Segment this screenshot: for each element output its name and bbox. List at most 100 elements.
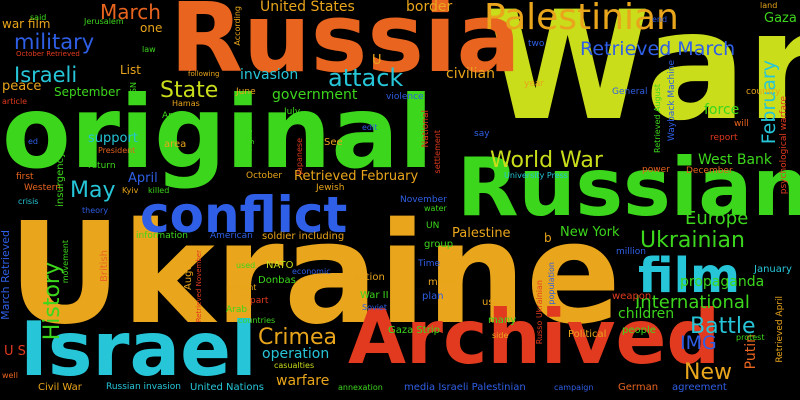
word-141: U [372, 53, 382, 68]
word-122: Soviet [362, 303, 387, 312]
word-111: year [524, 79, 545, 89]
word-49: one [140, 21, 163, 35]
word-88: Army [162, 111, 186, 121]
word-69: German [618, 382, 659, 393]
word-98: November [400, 195, 447, 205]
word-128: side [492, 331, 509, 340]
word-48: war film [2, 17, 51, 31]
word-12: Ukrainian [640, 228, 745, 253]
word-37: children [618, 306, 675, 322]
word-142: NSN [129, 82, 138, 100]
word-58: War II [360, 290, 389, 301]
word-90: following [188, 70, 220, 78]
word-137: Japanese [295, 138, 304, 175]
word-17: March [100, 0, 161, 24]
word-109: violence [386, 92, 424, 102]
word-64: weapon [612, 291, 652, 302]
word-115: Jerusalem [84, 17, 124, 26]
word-87: area [164, 139, 187, 150]
word-60: made [428, 277, 457, 288]
word-6: Israel [20, 305, 257, 393]
word-96: group [424, 239, 454, 250]
word-65: Political [568, 329, 607, 340]
word-63: many [488, 315, 517, 326]
word-16: Israeli [14, 63, 78, 87]
word-66: people [622, 325, 656, 336]
word-13: State [160, 78, 219, 103]
word-117: law [142, 45, 156, 54]
word-144: Retrieved August [653, 84, 662, 153]
word-140: According [233, 6, 242, 46]
word-85: return [88, 161, 116, 171]
word-82: first [16, 172, 34, 182]
word-103: country [746, 87, 781, 97]
word-83: crisis [18, 197, 39, 206]
word-22: New [684, 360, 732, 385]
word-30: civilian [446, 66, 495, 82]
word-39: warfare [276, 373, 330, 389]
word-70: agreement [672, 382, 727, 393]
word-119: ed [28, 137, 38, 146]
word-20: Battle [690, 314, 756, 339]
word-47: List [120, 63, 141, 77]
word-131: insurgency [55, 152, 66, 207]
word-68: January [754, 264, 792, 275]
word-54: Gaza Strip [388, 325, 440, 336]
word-91: June [236, 87, 256, 97]
word-31: invasion [240, 67, 299, 83]
word-55: media Israeli Palestinian [404, 382, 526, 393]
word-28: United States [260, 0, 355, 15]
word-129: well [2, 371, 18, 380]
word-75: information [136, 231, 188, 241]
word-9: film [638, 248, 741, 304]
word-26: February [758, 60, 780, 145]
word-3: original [2, 74, 434, 191]
word-56: Donbas [258, 275, 296, 286]
word-35: force [704, 102, 740, 118]
word-80: Kyiv [122, 186, 139, 195]
word-84: theory [82, 206, 109, 215]
word-135: Retrieved November [195, 250, 203, 323]
word-116: October Retrieved [16, 50, 80, 58]
word-38: operation [262, 346, 330, 362]
word-123: Arab [226, 305, 248, 315]
word-36: propaganda [680, 274, 765, 290]
word-139: settlement [433, 130, 442, 174]
word-118: article [2, 97, 28, 106]
word-106: will [734, 119, 749, 129]
word-94: University Press [504, 171, 568, 180]
word-40: New York [560, 225, 620, 240]
word-120: economic [292, 267, 331, 276]
word-97: UN [426, 221, 440, 231]
word-19: May [70, 178, 116, 203]
word-24: International [635, 292, 750, 313]
word-93: See [324, 137, 343, 148]
word-107: say [474, 129, 490, 139]
word-15: military [14, 30, 95, 54]
word-92: July [284, 107, 301, 117]
word-71: annexation [338, 383, 383, 392]
word-145: psychological warfare [779, 96, 789, 195]
word-5: Archived [348, 293, 721, 381]
word-43: April [128, 171, 158, 186]
word-73: campaign [554, 383, 594, 392]
word-77: Jewish [316, 183, 345, 193]
word-23: IMG [680, 332, 717, 354]
word-32: government [272, 87, 358, 103]
word-126: part [250, 296, 269, 306]
word-10: Retrieved March [580, 38, 736, 60]
word-1: Ukraine [8, 193, 621, 356]
word-127: used [236, 261, 256, 270]
word-125: countries [238, 316, 276, 325]
word-114: said [30, 13, 47, 22]
word-50: U S [4, 344, 26, 359]
word-74: soldier including [262, 231, 345, 242]
word-4: Russian [457, 141, 800, 234]
word-7: conflict [140, 186, 348, 244]
word-76: American [210, 231, 253, 241]
word-45: peace [2, 79, 42, 94]
word-44: support [88, 131, 138, 146]
word-133: British [99, 250, 110, 282]
word-138: National [421, 110, 431, 148]
